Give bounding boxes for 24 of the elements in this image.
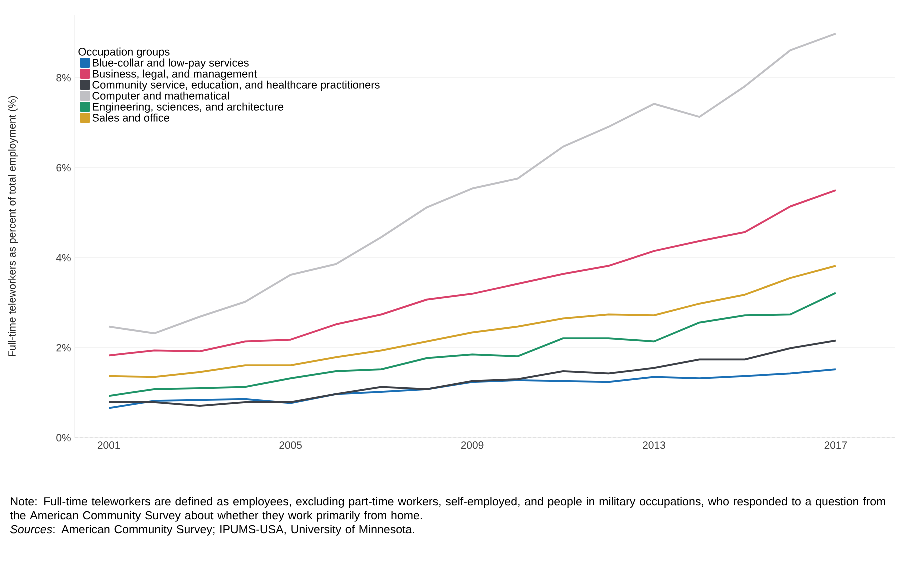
legend-label: Community service, education, and healthcare practitioners xyxy=(92,80,380,92)
legend-label: Computer and mathematical xyxy=(92,92,230,102)
y-tick-label: 0% xyxy=(56,434,71,442)
y-tick-label: 4% xyxy=(56,254,71,262)
x-tick-label: 2005 xyxy=(280,442,302,450)
x-tick-label: 2001 xyxy=(98,442,120,450)
legend-label: Blue-collar and low-pay services xyxy=(93,58,249,70)
line-series xyxy=(108,368,837,410)
y-tick-label: 8% xyxy=(56,74,71,82)
legend-label: Business, legal, and management xyxy=(93,70,258,80)
legend-title: Occupation groups xyxy=(78,48,170,58)
line-series xyxy=(108,190,837,357)
text: Note: Full-time teleworkers are defined as employees, excluding part-time workers, self-employed, and people in military occupations, who responded to a question from the American Community Survey about whether they work primarily from home. xyxy=(10,497,886,522)
x-tick-label: 2013 xyxy=(643,442,666,450)
x-tick-label: 2009 xyxy=(461,442,484,450)
y-tick-label: 2% xyxy=(56,344,71,352)
line-series xyxy=(108,340,837,407)
legend-label: Sales and office xyxy=(92,114,170,122)
line-series xyxy=(108,292,837,398)
text: Sources: American Community Survey; IPUMS-USA, University of Minnesota. xyxy=(10,525,414,536)
x-tick-label: 2017 xyxy=(824,442,848,450)
legend-label: Engineering, sciences, and architecture xyxy=(93,102,284,114)
y-axis-title: Full-time teleworkers as percent of total employment (%) xyxy=(8,96,18,356)
y-tick-label: 6% xyxy=(56,164,71,172)
